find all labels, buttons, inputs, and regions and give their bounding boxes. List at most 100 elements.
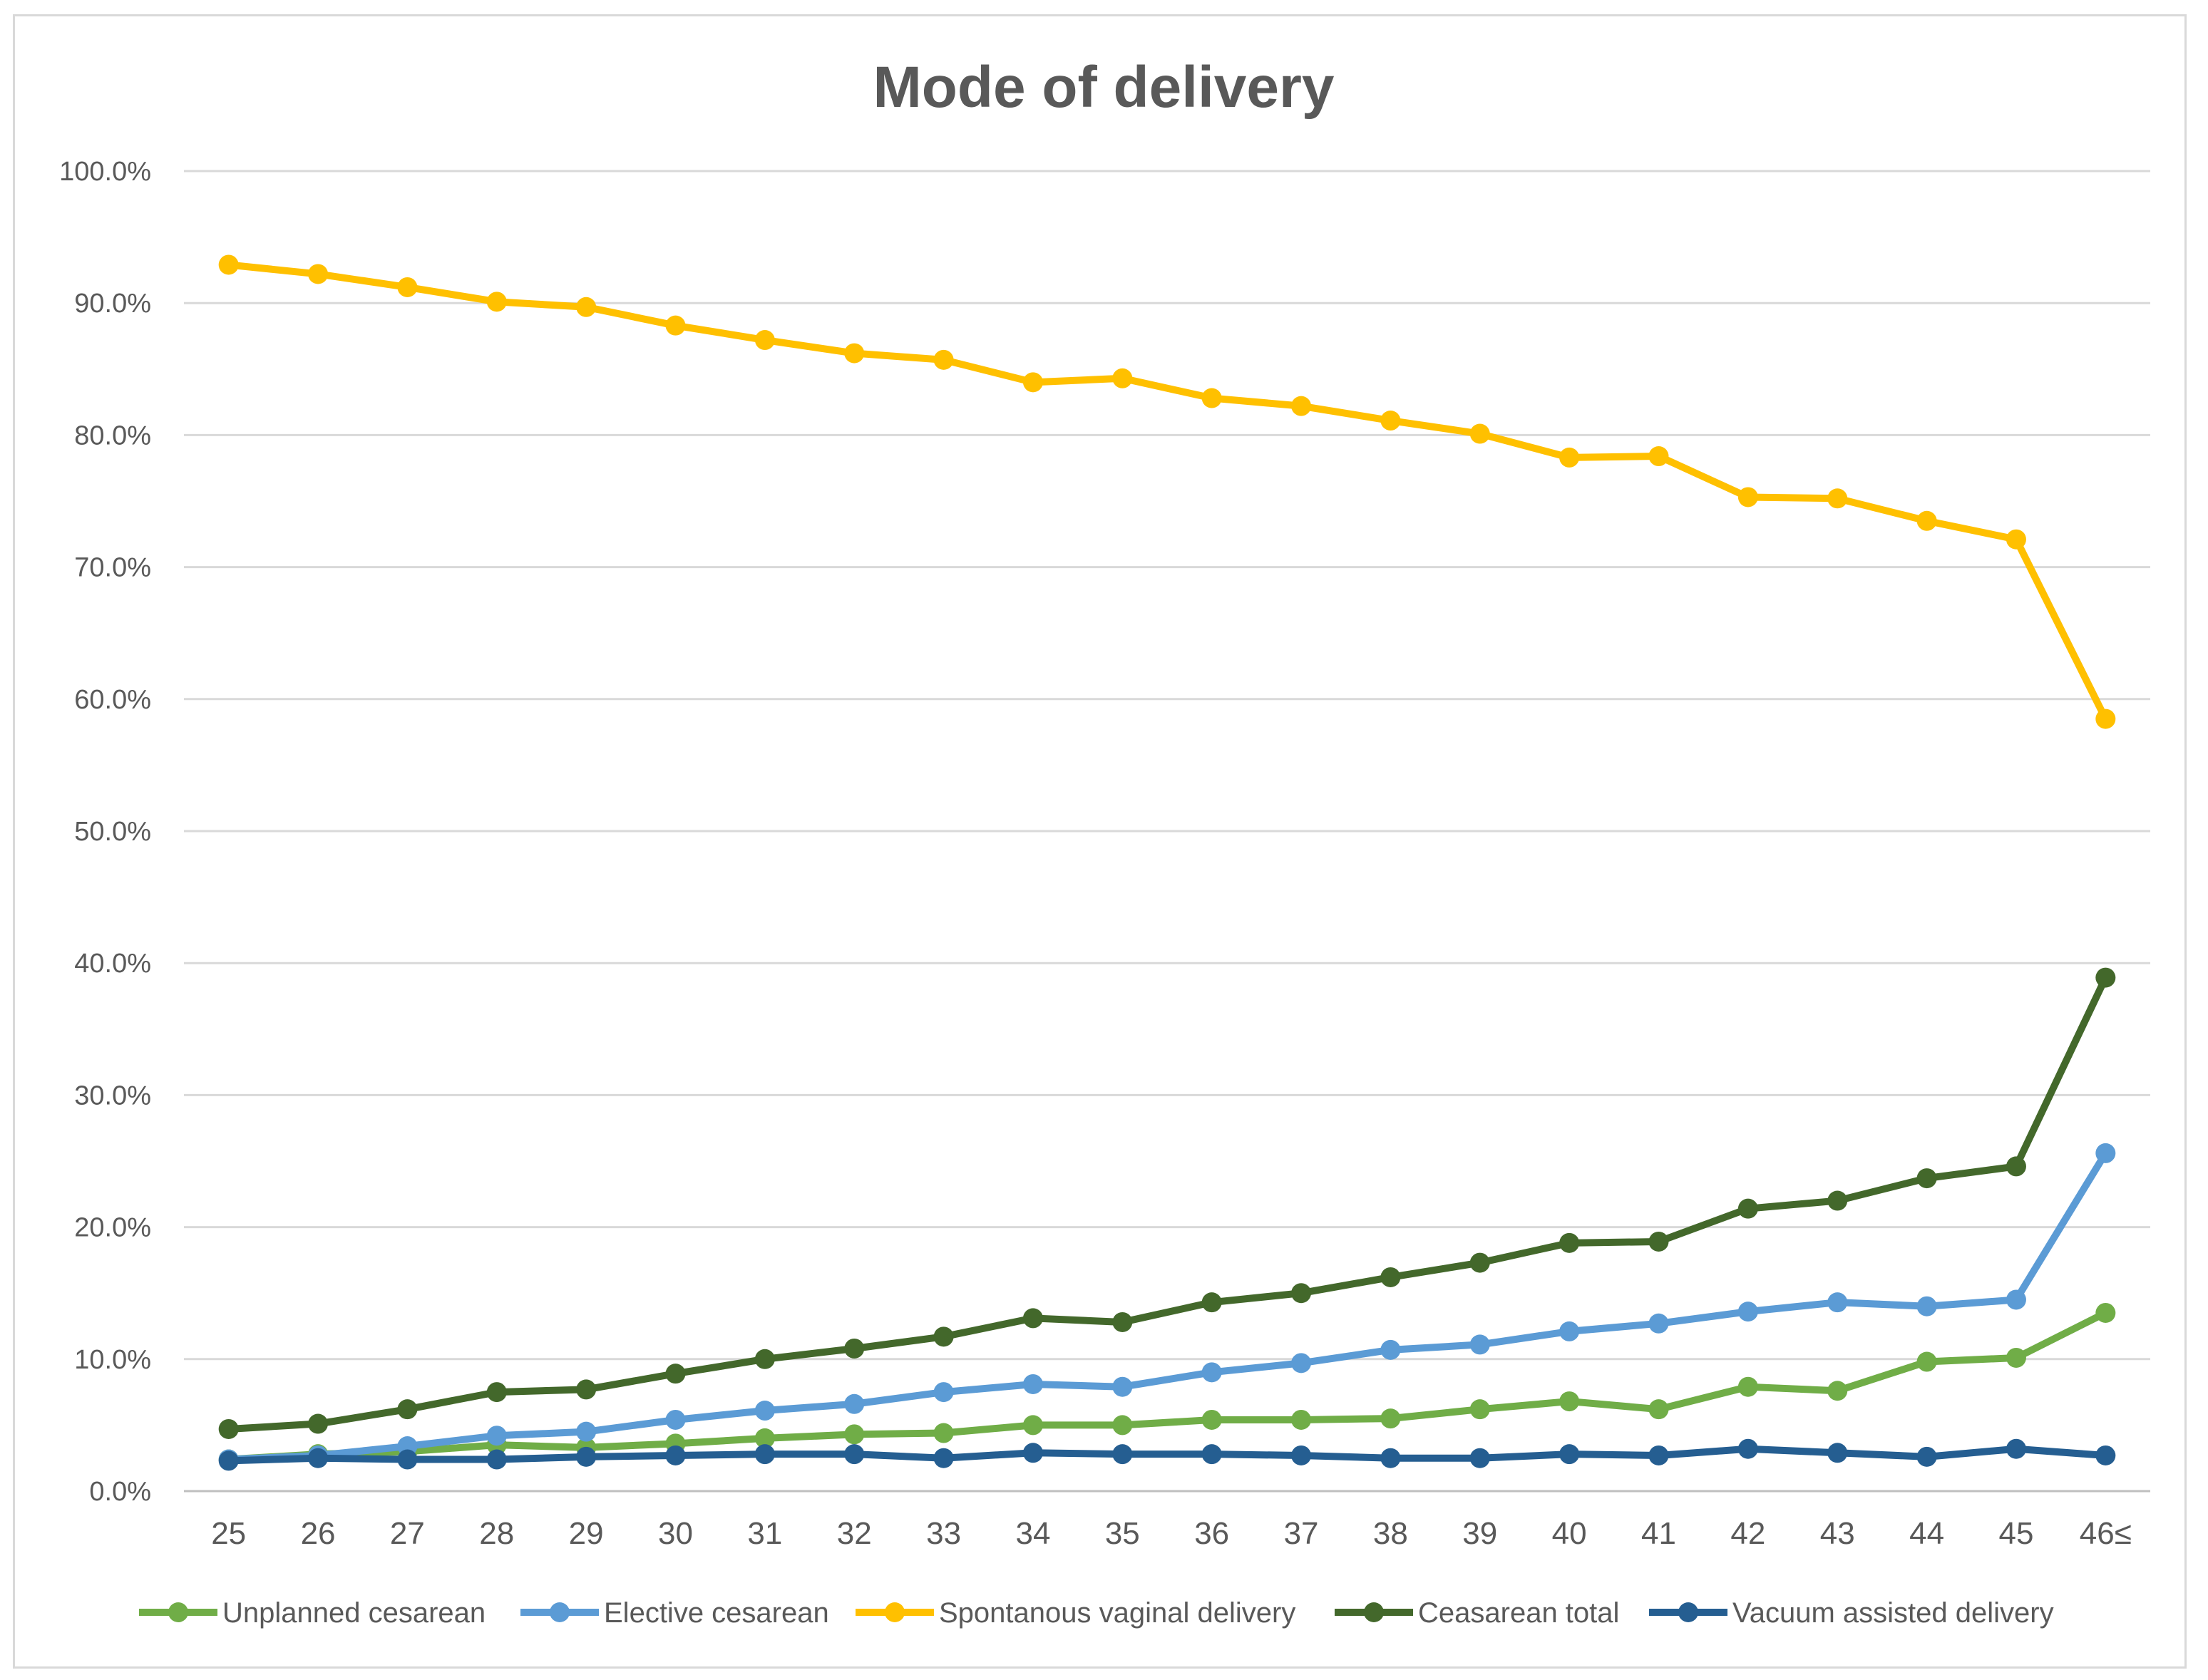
data-point	[576, 1446, 597, 1467]
data-point	[2006, 1156, 2026, 1177]
series-vacuum-assisted-delivery	[218, 1438, 2116, 1471]
data-point	[486, 292, 507, 312]
data-point	[1648, 446, 1669, 467]
data-point	[1827, 488, 1848, 509]
data-point	[1201, 388, 1222, 408]
data-point	[1380, 1267, 1401, 1287]
y-tick-label: 40.0%	[74, 949, 151, 979]
x-tick-label: 38	[1373, 1516, 1408, 1551]
data-point	[933, 1326, 954, 1347]
data-point	[308, 264, 329, 284]
chart-title: Mode of delivery	[873, 55, 1334, 120]
data-point	[1201, 1409, 1222, 1430]
data-point	[1380, 411, 1401, 431]
legend: Unplanned cesarean Elective cesarean Spont…	[139, 1597, 2054, 1629]
y-tick-label: 20.0%	[74, 1213, 151, 1243]
data-point	[1201, 1292, 1222, 1313]
series-lines	[218, 254, 2116, 1471]
x-tick-label: 34	[1015, 1516, 1050, 1551]
x-tick-label: 43	[1820, 1516, 1855, 1551]
legend-item: Ceasarean total	[1335, 1597, 1619, 1629]
data-point	[1380, 1448, 1401, 1468]
data-point	[1916, 1296, 1937, 1316]
y-axis-ticks: 0.0% 10.0% 20.0% 30.0% 40.0% 50.0% 60.0% 70.0% 8…	[59, 157, 151, 1507]
gridlines	[184, 170, 2150, 1493]
data-point	[754, 1349, 775, 1369]
data-point	[665, 1409, 686, 1430]
y-tick-label: 0.0%	[89, 1477, 151, 1507]
data-point	[844, 1393, 865, 1414]
data-point	[1469, 423, 1490, 444]
y-tick-label: 50.0%	[74, 817, 151, 847]
series-elective-cesarean	[218, 1143, 2116, 1470]
data-point	[397, 277, 418, 297]
data-point	[576, 297, 597, 317]
series-line	[225, 1149, 2110, 1463]
data-point	[1112, 1444, 1133, 1465]
data-point	[1559, 1321, 1580, 1341]
legend-label: Elective cesarean	[604, 1597, 829, 1629]
data-point	[1112, 368, 1133, 388]
x-tick-label: 45	[1998, 1516, 2033, 1551]
legend-item: Unplanned cesarean	[139, 1597, 486, 1629]
y-tick-label: 100.0%	[59, 157, 151, 187]
data-point	[2006, 1438, 2026, 1459]
series-ceasarean-total	[218, 967, 2116, 1439]
data-point	[1380, 1339, 1401, 1360]
data-point	[1737, 1198, 1758, 1219]
data-point	[486, 1426, 507, 1446]
y-tick-label: 70.0%	[74, 553, 151, 583]
data-point	[2095, 1302, 2116, 1323]
data-point	[1648, 1399, 1669, 1420]
data-point	[665, 315, 686, 336]
data-point	[665, 1364, 686, 1384]
y-tick-label: 30.0%	[74, 1081, 151, 1110]
data-point	[1737, 487, 1758, 507]
data-point	[218, 1418, 239, 1439]
data-point	[665, 1445, 686, 1465]
data-point	[218, 254, 239, 275]
data-point	[1022, 1374, 1043, 1394]
data-point	[2095, 1445, 2116, 1465]
x-tick-label: 44	[1909, 1516, 1944, 1551]
data-point	[2095, 1143, 2116, 1163]
data-point	[1559, 447, 1580, 468]
x-tick-label: 39	[1462, 1516, 1497, 1551]
data-point	[1112, 1415, 1133, 1436]
series-line	[225, 1445, 2110, 1465]
data-point	[754, 1428, 775, 1448]
data-point	[1291, 1409, 1312, 1430]
data-point	[308, 1413, 329, 1434]
data-point	[1916, 1446, 1937, 1467]
y-tick-label: 10.0%	[74, 1345, 151, 1375]
data-point	[1112, 1311, 1133, 1332]
series-line	[225, 974, 2110, 1433]
data-point	[1916, 1168, 1937, 1189]
legend-label: Spontanous vaginal delivery	[939, 1597, 1295, 1629]
legend-swatch-marker	[168, 1602, 188, 1622]
legend-swatch-marker	[885, 1602, 905, 1622]
x-tick-label: 31	[747, 1516, 782, 1551]
x-tick-label: 37	[1284, 1516, 1319, 1551]
x-tick-label: 32	[837, 1516, 872, 1551]
data-point	[933, 1448, 954, 1468]
data-point	[1291, 396, 1312, 416]
data-point	[1916, 1351, 1937, 1372]
data-point	[1737, 1376, 1758, 1397]
data-point	[844, 343, 865, 364]
data-point	[1648, 1313, 1669, 1334]
x-tick-label: 40	[1552, 1516, 1587, 1551]
legend-item: Spontanous vaginal delivery	[856, 1597, 1295, 1629]
legend-label: Ceasarean total	[1418, 1597, 1619, 1629]
x-tick-label: 36	[1194, 1516, 1229, 1551]
data-point	[2006, 1347, 2026, 1368]
data-point	[933, 1423, 954, 1443]
x-tick-label: 46≤	[2080, 1516, 2132, 1551]
data-point	[1469, 1448, 1490, 1468]
data-point	[1469, 1399, 1490, 1420]
data-point	[1469, 1252, 1490, 1273]
data-point	[1916, 510, 1937, 531]
data-point	[1022, 1308, 1043, 1329]
y-tick-label: 80.0%	[74, 421, 151, 450]
data-point	[218, 1450, 239, 1471]
